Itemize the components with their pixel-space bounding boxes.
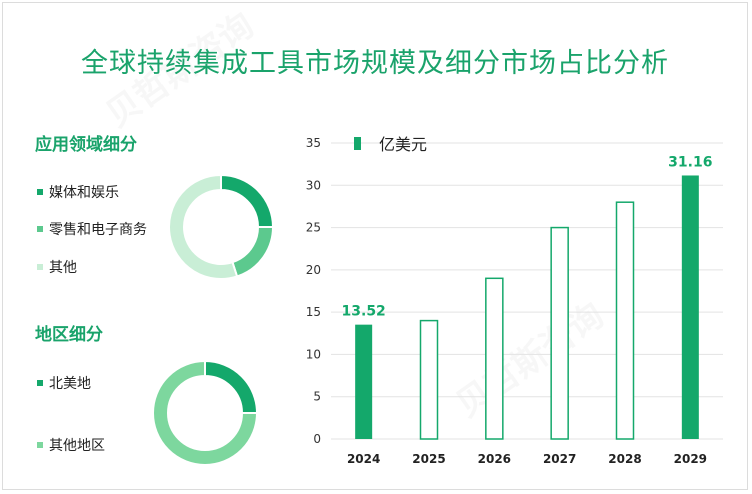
region-section-title: 地区细分 bbox=[35, 325, 103, 345]
y-tick-label: 20 bbox=[306, 263, 321, 277]
legend-swatch bbox=[37, 264, 43, 270]
legend-label: 零售和电子商务 bbox=[49, 222, 147, 238]
legend-swatch bbox=[37, 380, 43, 386]
donut-slice-2 bbox=[168, 173, 239, 280]
bar-2024 bbox=[355, 324, 373, 439]
legend-item-north-america: 北美地 bbox=[37, 373, 91, 393]
legend-item-other-regions: 其他地区 bbox=[37, 435, 105, 455]
legend-label: 媒体和娱乐 bbox=[49, 185, 119, 201]
y-tick-label: 35 bbox=[306, 136, 321, 150]
x-tick-label: 2029 bbox=[674, 452, 707, 466]
bar-2029 bbox=[681, 175, 699, 439]
legend-label: 北美地 bbox=[49, 376, 91, 392]
x-tick-label: 2028 bbox=[608, 452, 641, 466]
y-tick-label: 0 bbox=[313, 432, 321, 446]
data-label: 13.52 bbox=[342, 304, 386, 320]
y-tick-label: 5 bbox=[313, 390, 321, 404]
legend-swatch bbox=[354, 137, 361, 150]
x-tick-label: 2025 bbox=[412, 452, 445, 466]
legend-swatch bbox=[37, 189, 43, 195]
bar-2028 bbox=[615, 201, 635, 440]
donut-slice-1 bbox=[231, 226, 275, 278]
legend-item-other: 其他 bbox=[37, 257, 77, 277]
x-tick-label: 2027 bbox=[543, 452, 576, 466]
y-tick-label: 10 bbox=[306, 347, 321, 361]
region-donut-chart bbox=[152, 359, 259, 466]
bar-2027 bbox=[550, 226, 569, 440]
x-tick-label: 2026 bbox=[478, 452, 511, 466]
bar-2026 bbox=[485, 277, 504, 440]
data-label: 31.16 bbox=[668, 154, 712, 170]
bar-2025 bbox=[419, 319, 439, 440]
y-tick-label: 25 bbox=[306, 221, 321, 235]
donut-slice-0 bbox=[220, 173, 275, 228]
legend-label: 其他地区 bbox=[49, 438, 105, 454]
page-title: 全球持续集成工具市场规模及细分市场占比分析 bbox=[81, 48, 669, 79]
legend-swatch bbox=[37, 442, 43, 448]
legend-label: 亿美元 bbox=[379, 135, 427, 154]
y-tick-label: 15 bbox=[306, 305, 321, 319]
y-tick-label: 30 bbox=[306, 178, 321, 192]
infographic-frame: 贝哲斯咨询 贝哲斯咨询 全球持续集成工具市场规模及细分市场占比分析 应用领域细分… bbox=[2, 2, 748, 490]
donut-slice-0 bbox=[204, 359, 259, 414]
application-section-title: 应用领域细分 bbox=[35, 135, 137, 155]
legend-item-retail: 零售和电子商务 bbox=[37, 219, 147, 239]
legend-swatch bbox=[37, 226, 43, 232]
x-tick-label: 2024 bbox=[347, 452, 380, 466]
legend-item-media: 媒体和娱乐 bbox=[37, 182, 119, 202]
application-donut-chart bbox=[168, 173, 275, 280]
legend-label: 其他 bbox=[49, 260, 77, 276]
donut-slice-1 bbox=[152, 359, 259, 466]
